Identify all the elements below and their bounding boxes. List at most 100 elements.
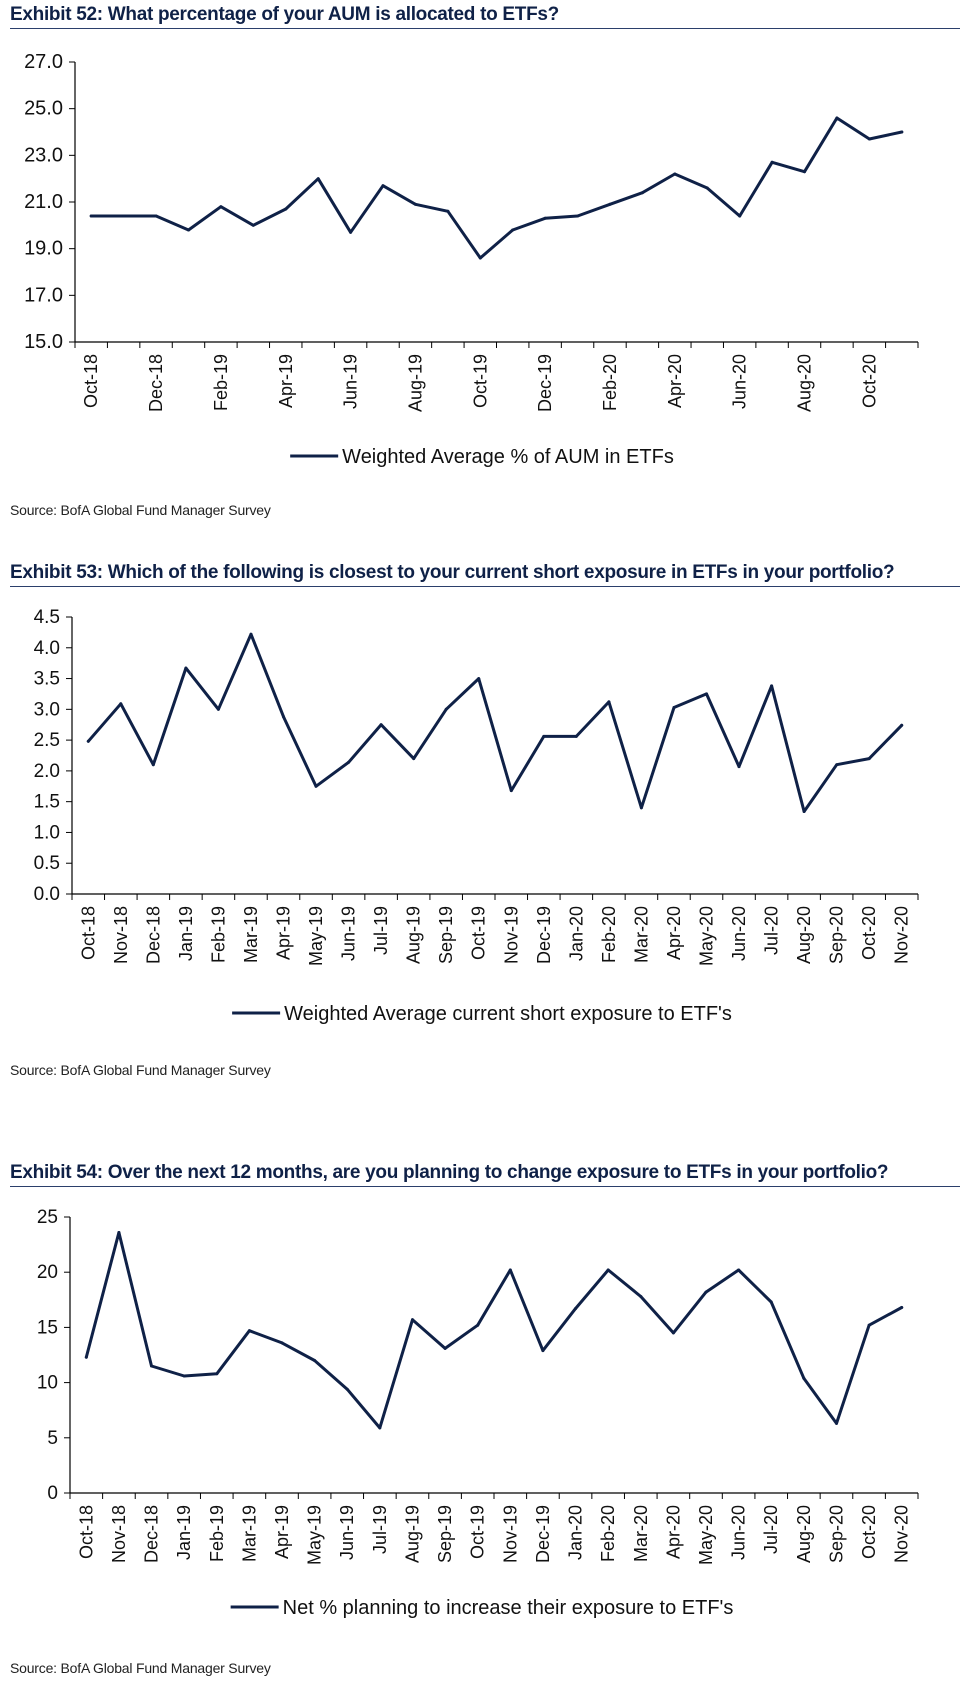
ex54-x-tick-label: Feb-20 [598, 1505, 618, 1562]
exhibit-54-title-rule [10, 1186, 960, 1187]
ex52-x-tick-label: Feb-20 [600, 354, 620, 411]
ex53-data-point [835, 763, 839, 767]
ex53-data-point [216, 707, 220, 711]
ex52-y-tick-label: 23.0 [24, 144, 63, 166]
ex54-y-tick-label: 25 [37, 1207, 58, 1228]
ex53-x-tick-label: Mar-20 [631, 906, 651, 963]
ex53-data-point [282, 715, 285, 719]
ex52-x-tick-label: Jun-20 [730, 354, 750, 409]
ex54-data-point [84, 1355, 88, 1359]
ex53-data-point [347, 760, 351, 764]
ex53-data-point [802, 810, 806, 813]
exhibit-53-source: Source: BofA Global Fund Manager Survey [10, 1062, 271, 1078]
ex54-y-tick-label: 5 [47, 1428, 58, 1449]
ex54-data-point [737, 1268, 741, 1272]
ex54-x-tick-label: Jan-20 [566, 1505, 586, 1560]
exhibit-53-title: Exhibit 53: Which of the following is cl… [10, 562, 895, 583]
ex53-y-tick-label: 3.5 [34, 669, 60, 690]
ex53-data-point [119, 702, 123, 706]
ex52-series-line [89, 116, 904, 260]
ex53-data-point [900, 723, 904, 727]
ex54-data-point [802, 1376, 806, 1380]
ex52-data-point [154, 214, 158, 218]
exhibit-54-source: Source: BofA Global Fund Manager Survey [10, 1660, 271, 1676]
ex54-data-point [150, 1364, 153, 1368]
ex52-x-tick-label: Aug-20 [795, 354, 815, 412]
ex53-x-tick-label: Nov-20 [892, 906, 912, 964]
ex54-data-point [476, 1323, 480, 1327]
ex52-y-tick-label: 19.0 [24, 238, 63, 260]
exhibit-53-chart: 0.0 0.5 1.0 1.5 2.0 2.5 3.0 3.5 4.0 4.5 Oct-18 Nov-… [34, 607, 919, 1025]
ex54-x-tick-label: Aug-19 [402, 1505, 422, 1563]
ex54-data-point [606, 1268, 610, 1272]
ex54-x-tick-label: Sep-20 [826, 1505, 846, 1563]
ex54-data-point [704, 1290, 708, 1294]
ex54-x-tick-label: Mar-19 [239, 1505, 259, 1562]
ex53-x-tick-label: Apr-19 [274, 906, 294, 960]
ex54-data-point [671, 1331, 675, 1335]
exhibit-52-source: Source: BofA Global Fund Manager Survey [10, 502, 271, 518]
ex54-x-tick-label: Apr-20 [663, 1505, 683, 1559]
ex52-data-point [349, 230, 353, 234]
ex52-data-point [89, 214, 93, 218]
ex53-y-tick-label: 2.0 [34, 761, 60, 782]
ex54-x-tick-label: Nov-18 [109, 1505, 129, 1563]
ex52-x-tick-label: Aug-19 [405, 354, 425, 412]
ex52-data-point [413, 202, 417, 206]
ex53-x-tick-label: Sep-20 [827, 906, 847, 964]
ex53-x-tick-label: Oct-20 [859, 906, 879, 960]
ex54-series-line [84, 1231, 904, 1430]
ex53-data-point [477, 677, 481, 681]
exhibit-52-title: Exhibit 52: What percentage of your AUM … [10, 4, 559, 25]
ex54-data-point [574, 1307, 577, 1311]
ex52-x-tick-label: Feb-19 [211, 354, 231, 411]
ex53-y-tick-label: 1.5 [34, 792, 60, 813]
ex53-data-point [737, 765, 741, 769]
ex54-data-point [639, 1295, 643, 1298]
ex54-x-tick-label: Sep-19 [435, 1505, 455, 1563]
ex53-x-tick-label: Oct-18 [78, 906, 98, 960]
ex52-data-point [122, 214, 126, 218]
exhibit-53-title-rule [10, 586, 960, 587]
ex53-data-point [607, 700, 611, 704]
ex54-y-tick-label: 20 [37, 1262, 58, 1283]
ex53-x-tick-label: Apr-20 [664, 906, 684, 960]
exhibit-54: Exhibit 54: Over the next 12 months, are… [0, 1152, 964, 1692]
ex53-data-point [639, 806, 643, 810]
ex53-y-tick-label: 4.0 [34, 638, 60, 659]
ex52-data-point [576, 214, 580, 218]
ex52-y-tick-label: 17.0 [24, 284, 63, 306]
exhibit-52: Exhibit 52: What percentage of your AUM … [0, 0, 964, 520]
ex53-data-point [542, 734, 546, 738]
ex52-data-point [770, 160, 774, 164]
ex54-x-tick-label: Feb-19 [207, 1505, 227, 1562]
ex53-x-tick-label: Oct-19 [469, 906, 489, 960]
exhibit-52-chart: 15.0 17.0 19.0 21.0 23.0 25.0 27.0 Oct-18 Dec-18… [24, 51, 919, 468]
ex53-data-point [86, 739, 90, 743]
ex53-data-point [412, 757, 416, 761]
ex54-x-tick-label: Dec-18 [142, 1505, 162, 1563]
ex53-data-point [705, 692, 708, 696]
ex53-y-tick-label: 1.0 [34, 822, 60, 843]
ex54-x-tick-label: May-19 [305, 1505, 325, 1565]
ex54-x-tick-label: Mar-20 [631, 1505, 651, 1562]
ex54-data-point [411, 1318, 414, 1322]
ex53-data-point [867, 757, 871, 761]
ex53-x-tick-label: Aug-19 [404, 906, 424, 964]
ex52-data-point [478, 256, 482, 260]
ex54-x-tick-label: Jun-20 [729, 1505, 749, 1560]
ex52-data-point [867, 137, 871, 141]
ex53-data-point [249, 632, 253, 636]
ex54-data-point [117, 1231, 121, 1234]
ex53-y-tick-label: 3.0 [34, 699, 60, 720]
ex52-data-point [705, 186, 709, 190]
ex53-data-point [444, 707, 448, 711]
ex53-x-tick-label: Dec-19 [534, 906, 554, 964]
ex54-data-point [769, 1300, 773, 1304]
ex54-x-tick-label: Oct-18 [76, 1505, 96, 1559]
ex54-x-tick-label: Jun-19 [337, 1505, 357, 1560]
ex52-data-point [381, 184, 385, 188]
ex54-y-tick-label: 10 [37, 1373, 58, 1394]
ex54-x-tick-label: Jul-20 [761, 1505, 781, 1554]
ex52-data-point [738, 214, 742, 218]
